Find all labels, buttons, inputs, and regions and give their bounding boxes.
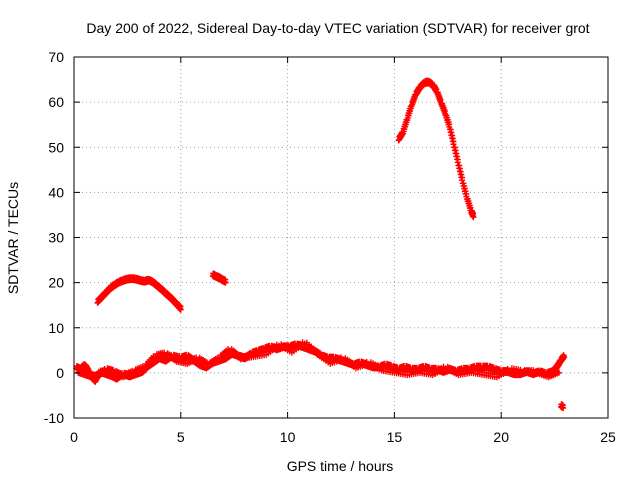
axis-ticks: 0 5 10 15 20 25 -10 0 10 20 30 40 50 60 70: [44, 49, 616, 445]
data-point: [450, 138, 457, 145]
x-tick-label: 5: [177, 429, 185, 445]
series-arc-low-band-2: [75, 339, 562, 381]
data-point: [441, 108, 448, 115]
data-point: [433, 86, 440, 93]
data-point: [453, 368, 460, 375]
y-tick-label: 70: [48, 49, 64, 65]
data-point: [432, 85, 439, 92]
data-points: [73, 77, 568, 412]
data-point: [222, 279, 229, 286]
data-point: [453, 150, 460, 157]
data-point: [389, 366, 396, 373]
y-tick-label: 60: [48, 94, 64, 110]
y-tick-label: 40: [48, 184, 64, 200]
data-point: [463, 190, 470, 197]
data-point: [555, 369, 562, 376]
data-point: [454, 153, 461, 160]
data-point: [458, 171, 465, 178]
y-tick-label: 10: [48, 320, 64, 336]
data-point: [456, 162, 463, 169]
data-point: [427, 369, 434, 376]
data-point: [312, 347, 319, 354]
data-point: [449, 132, 456, 139]
y-tick-label: 50: [48, 139, 64, 155]
data-point: [452, 147, 459, 154]
data-point: [560, 405, 567, 412]
data-point: [561, 354, 568, 361]
x-tick-label: 15: [387, 429, 403, 445]
x-tick-label: 10: [280, 429, 296, 445]
data-point: [446, 121, 453, 128]
data-point: [459, 174, 466, 181]
data-point: [171, 354, 178, 361]
data-point: [491, 371, 498, 378]
series-arc-mid-1: [94, 274, 184, 313]
data-point: [110, 366, 117, 373]
data-point: [177, 306, 184, 313]
x-tick-label: 0: [70, 429, 78, 445]
data-point: [454, 156, 461, 163]
y-tick-label: 30: [48, 230, 64, 246]
x-axis-title: GPS time / hours: [287, 458, 394, 474]
data-point: [456, 165, 463, 172]
chart-title: Day 200 of 2022, Sidereal Day-to-day VTE…: [86, 20, 589, 36]
data-point: [447, 126, 454, 133]
data-point: [451, 144, 458, 151]
y-tick-label: 0: [56, 365, 64, 381]
data-point: [457, 168, 464, 175]
data-point: [467, 204, 474, 211]
data-point: [84, 364, 91, 371]
data-point: [376, 363, 383, 370]
x-tick-label: 25: [600, 429, 616, 445]
data-point: [235, 352, 242, 359]
data-point: [325, 356, 332, 363]
data-point: [470, 214, 477, 221]
series-arc-mid-2: [209, 270, 229, 286]
y-tick-label: 20: [48, 275, 64, 291]
data-point: [437, 96, 444, 103]
series-arc-high: [395, 77, 477, 221]
data-point: [448, 129, 455, 136]
y-axis-title: SDTVAR / TECUs: [5, 182, 21, 294]
y-tick-label: -10: [44, 410, 64, 426]
series-isolated: [558, 401, 567, 412]
data-point: [449, 135, 456, 142]
data-point: [350, 361, 357, 368]
data-point: [478, 369, 485, 376]
x-tick-label: 20: [493, 429, 509, 445]
